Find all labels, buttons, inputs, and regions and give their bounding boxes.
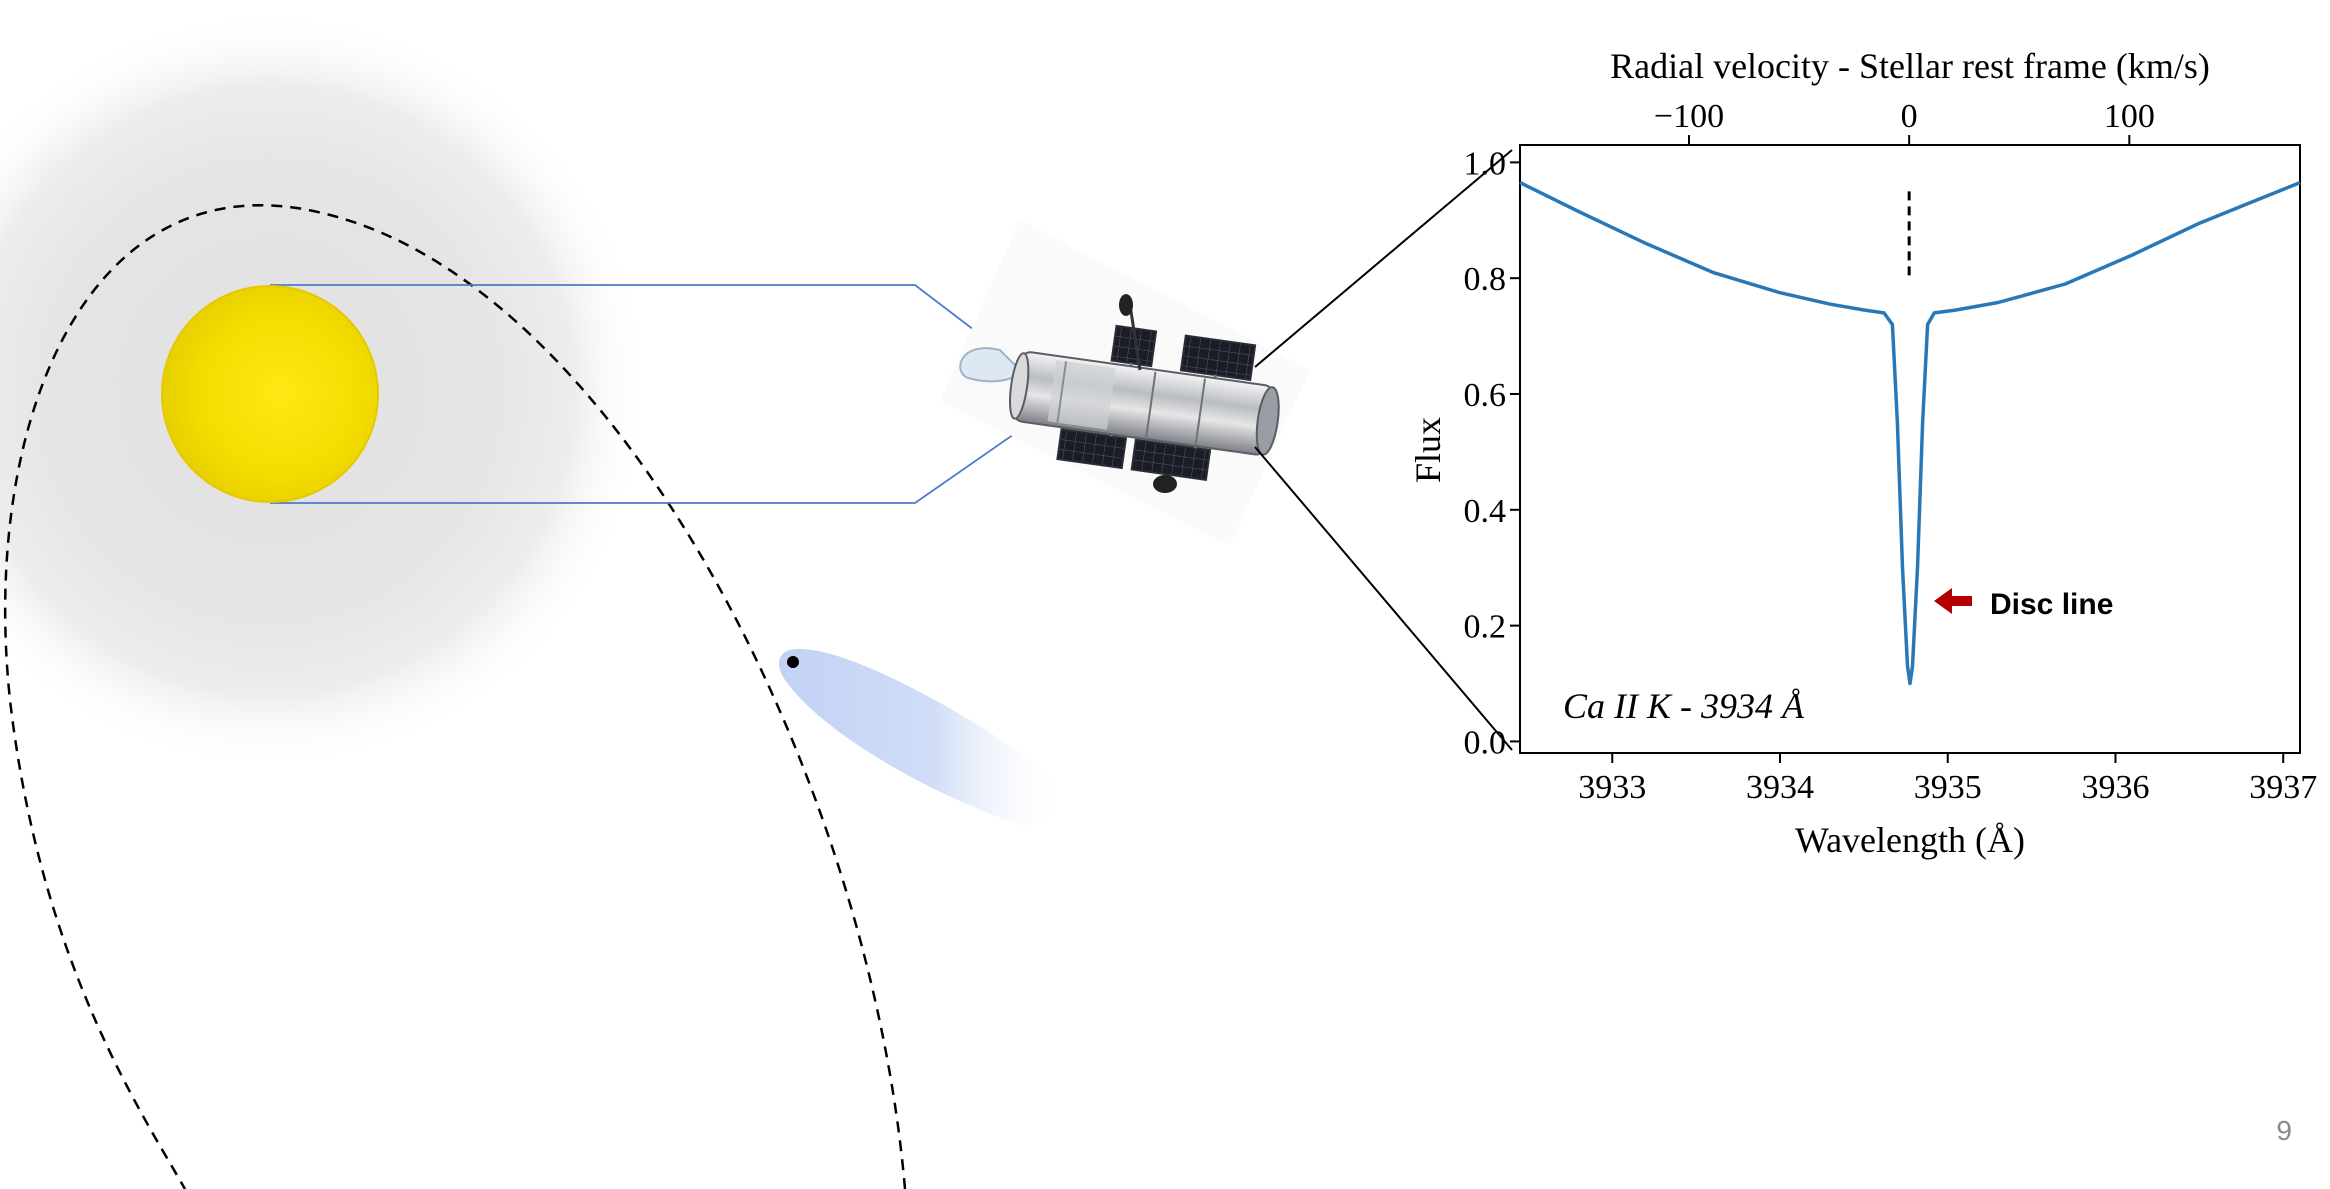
x-tick-label: 3934 [1746, 769, 1814, 806]
spectrum-chart: 3933 3934 3935 3936 3937 0.0 0.2 0.4 0.6 0.8 1.0 −1… [1408, 46, 2317, 860]
zoom-lines [1254, 149, 1513, 751]
y-tick-label: 1.0 [1464, 145, 1507, 182]
x-tick-label: 3933 [1578, 769, 1646, 806]
y-tick-label: 0.8 [1464, 261, 1507, 298]
chart-marks: 3933 3934 3935 3936 3937 0.0 0.2 0.4 0.6 0.8 1.0 −1… [1464, 98, 2318, 806]
page-number: 9 [2276, 1115, 2292, 1146]
space-telescope-icon [940, 220, 1310, 545]
exocomet [778, 648, 1063, 826]
top-tick-label: 100 [2104, 98, 2155, 135]
x-axis-label: Wavelength (Å) [1795, 820, 2025, 860]
y-tick-label: 0.2 [1464, 609, 1507, 646]
arrow-label: Disc line [1990, 588, 2113, 621]
y-axis-label: Flux [1408, 417, 1448, 483]
x-tick-label: 3936 [2081, 769, 2149, 806]
y-tick-label: 0.6 [1464, 377, 1507, 414]
comet-tail [778, 648, 1063, 826]
disc-line-callout: Disc line [1934, 588, 2113, 621]
top-tick-label: 0 [1901, 98, 1918, 135]
x-tick-label: 3937 [2249, 769, 2317, 806]
x-tick-label: 3935 [1914, 769, 1982, 806]
star-system-diagram [0, 10, 1063, 1189]
line-annotation: Ca II K - 3934 Å [1563, 686, 1805, 726]
y-tick-label: 0.4 [1464, 493, 1507, 530]
comet-orbit [3, 203, 907, 1189]
top-tick-label: −100 [1654, 98, 1724, 135]
plot-frame [1519, 144, 2301, 754]
left-arrow-icon [1934, 588, 1972, 614]
y-tick-label: 0.0 [1464, 724, 1507, 761]
comet-nucleus [787, 656, 799, 668]
spectrum-line [1519, 180, 2301, 686]
top-axis-label: Radial velocity - Stellar rest frame (km… [1610, 46, 2210, 86]
star [161, 285, 379, 503]
